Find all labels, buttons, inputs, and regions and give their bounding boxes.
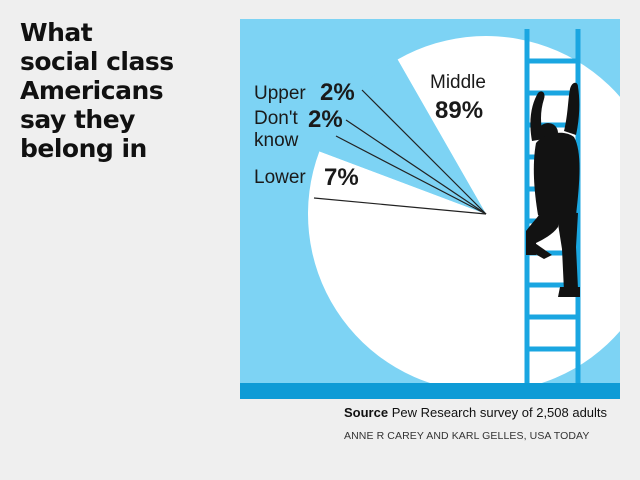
title-line: say they <box>20 105 135 134</box>
leader-line-lower <box>313 197 487 215</box>
label-upper-value: 2% <box>320 79 355 106</box>
title-line: belong in <box>20 134 147 163</box>
pie-chart: Middle 89% Upper 2% Don't know 2% Lower … <box>240 19 620 399</box>
leader-line-dont-know <box>345 119 487 215</box>
chart-title: What social class Americans say they bel… <box>20 18 220 163</box>
credit-line: ANNE R CAREY AND KARL GELLES, USA TODAY <box>344 430 590 442</box>
label-upper-name: Upper <box>254 83 306 104</box>
leader-line-dont-know <box>335 135 487 215</box>
source-text: Pew Research survey of 2,508 adults <box>391 405 608 420</box>
label-lower-value: 7% <box>324 164 359 191</box>
leader-lines <box>313 89 487 215</box>
pie-slice-dont-know <box>328 111 486 214</box>
label-lower-name: Lower <box>254 167 306 188</box>
leader-line-upper <box>361 89 487 215</box>
pie-slice-upper <box>319 130 486 214</box>
source-label: Source <box>344 405 389 420</box>
label-middle-name: Middle <box>430 72 486 93</box>
pie-chart-svg: Middle 89% Upper 2% Don't know 2% Lower … <box>240 19 620 399</box>
source-note: Source Pew Research survey of 2,508 adul… <box>344 405 607 420</box>
title-line: social class <box>20 47 174 76</box>
label-dont-know-value: 2% <box>308 106 343 133</box>
ground-bar <box>240 383 620 399</box>
title-line: Americans <box>20 76 164 105</box>
pie-slice-lower <box>340 59 486 214</box>
label-dont-know-name-line1: Don't <box>254 108 298 129</box>
climbing-person-silhouette <box>526 82 580 297</box>
label-dont-know-name-line2: know <box>254 130 299 151</box>
label-middle-value: 89% <box>435 97 483 124</box>
title-line: What <box>20 18 93 47</box>
